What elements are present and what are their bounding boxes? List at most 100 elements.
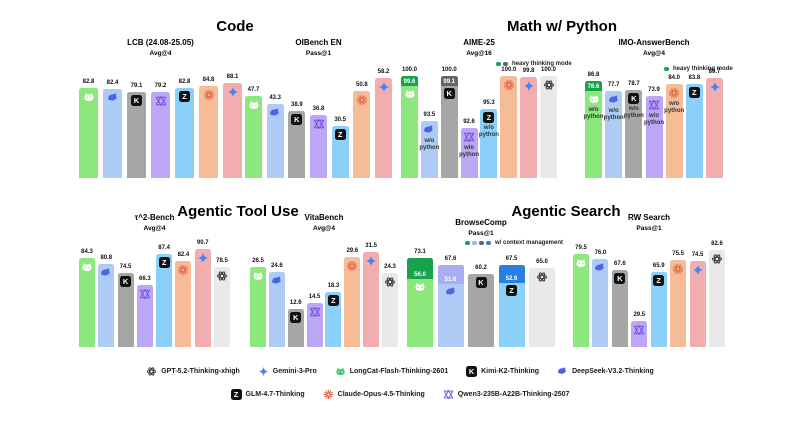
bar-gpt xyxy=(382,273,398,347)
bar-cap-glm: 52.6 xyxy=(498,265,525,283)
bar-glm: Z xyxy=(650,272,667,347)
qwen-knot-icon xyxy=(648,100,660,110)
bar-gpt xyxy=(214,267,230,347)
bar-gemini xyxy=(520,77,538,178)
bar-note: w/o python xyxy=(644,113,664,126)
bar-value-label: 79.5 xyxy=(575,245,587,251)
legend-label-claude: Claude-Opus-4.5-Thinking xyxy=(337,391,425,398)
bar-note: w/o python xyxy=(478,125,499,138)
bar-value-label: 100.0 xyxy=(441,67,457,73)
deepseek-whale-icon xyxy=(271,276,281,284)
bar-value-label: 87.4 xyxy=(158,245,170,251)
claude-starburst-icon xyxy=(346,260,358,272)
bar-value-label: 36.8 xyxy=(312,106,325,112)
deepseek-whale-icon xyxy=(101,268,110,276)
legend-label-qwen: Qwen3-235B-A22B-Thinking-2507 xyxy=(457,391,570,398)
panel-subtitle-rw-search: Pass@1 xyxy=(636,225,662,232)
bar-qwen xyxy=(306,303,323,347)
bar-longcat: 99.6 xyxy=(401,76,418,178)
openai-flower-icon xyxy=(384,277,396,287)
bar-longcat xyxy=(250,267,266,347)
kimi-k-badge-icon: K xyxy=(475,277,487,288)
bar-claude xyxy=(344,257,361,347)
annotation-browsecomp: w/ context management xyxy=(465,240,563,246)
bar-kimi: K xyxy=(611,270,628,347)
section-title-agentic-tool-use: Agentic Tool Use xyxy=(177,203,299,220)
legend-item-qwen: Qwen3-235B-A22B-Thinking-2507 xyxy=(443,389,570,400)
bar-qwen: w/o python xyxy=(644,96,664,178)
bar-qwen xyxy=(631,321,648,347)
legend-label-kimi: Kimi-K2-Thinking xyxy=(481,368,540,375)
bar-glm: Z xyxy=(175,88,194,178)
bar-glm: Z xyxy=(325,292,342,347)
bar-deepseek: w/o python xyxy=(604,91,624,178)
annotation-label: w/ context management xyxy=(495,240,564,246)
bar-cap-kimi: 99.1 xyxy=(440,76,458,86)
gemini-sparkle-icon xyxy=(365,255,377,267)
bar-value-label: 66.3 xyxy=(139,276,151,282)
bar-qwen xyxy=(310,115,327,178)
bar-deepseek xyxy=(266,104,284,178)
glm-z-badge-icon: Z xyxy=(158,257,170,268)
panel-title-vitabench: VitaBench xyxy=(304,213,344,222)
openai-flower-icon xyxy=(536,272,548,282)
panel-subtitle-oibench-en: Pass@1 xyxy=(305,50,332,57)
bar-glm: Z xyxy=(685,84,703,178)
panel-title-tau2-bench: τ^2-Bench xyxy=(134,213,175,222)
kimi-k-badge-icon: K xyxy=(131,95,142,106)
bar-cap-longcat: 56.0 xyxy=(407,258,433,279)
kimi-k-badge-icon: K xyxy=(120,276,132,287)
bar-gemini xyxy=(706,78,723,178)
annotation-dot-deepseek xyxy=(472,240,477,246)
panel-title-lcb: LCB (24.08-25.05) xyxy=(127,38,194,47)
bar-value-label: 73.1 xyxy=(414,249,426,255)
gemini-sparkle-icon xyxy=(523,80,534,92)
annotation-label: heavy thinking mode xyxy=(512,61,572,67)
bar-gemini xyxy=(363,252,380,347)
glm-z-badge-icon: Z xyxy=(179,91,190,102)
bar-value-label: 78.7 xyxy=(627,81,640,87)
panel-title-browsecomp: BrowseComp xyxy=(455,218,507,227)
bar-gpt xyxy=(529,268,555,347)
bar-value-label: 82.4 xyxy=(106,80,119,86)
bar-kimi: K xyxy=(288,111,306,178)
kimi-k-badge-icon: K xyxy=(291,114,303,125)
bar-value-label: 100.0 xyxy=(401,67,417,73)
claude-starburst-icon xyxy=(356,94,368,106)
bar-note: w/o python xyxy=(459,145,480,158)
bar-value-label: 92.6 xyxy=(463,119,475,125)
bar-kimi: K xyxy=(468,274,494,347)
bar-value-label: 24.3 xyxy=(384,264,396,270)
panel-subtitle-vitabench: Avg@4 xyxy=(313,225,335,232)
bar-value-label: 12.6 xyxy=(289,300,302,306)
deepseek-whale-icon xyxy=(558,367,566,374)
legend-item-kimi: K Kimi-K2-Thinking xyxy=(466,366,539,377)
bar-value-label: 24.6 xyxy=(271,263,283,269)
qwen-knot-icon xyxy=(139,289,151,299)
longcat-cat-icon xyxy=(576,259,586,267)
openai-flower-icon xyxy=(711,254,723,264)
bar-value-label: 86.8 xyxy=(587,72,600,78)
kimi-k-badge-icon: K xyxy=(466,366,478,377)
qwen-knot-icon xyxy=(313,119,324,129)
gemini-sparkle-icon xyxy=(197,252,208,264)
glm-z-badge-icon: Z xyxy=(327,295,339,306)
bar-value-label: 93.5 xyxy=(423,112,436,118)
bar-longcat xyxy=(79,258,95,347)
bar-cap-value-label: 99.6 xyxy=(403,79,416,85)
openai-flower-icon xyxy=(147,367,157,376)
bar-longcat xyxy=(573,254,589,347)
bar-value-label: 95.3 xyxy=(483,100,495,106)
bar-longcat: 78.6 w/o python xyxy=(584,81,604,178)
glm-z-badge-icon: Z xyxy=(483,112,495,123)
panel-subtitle-imo-answerbench: Avg@4 xyxy=(643,50,665,57)
legend-item-longcat: LongCat-Flash-Thinking-2601 xyxy=(335,366,448,377)
longcat-cat-icon xyxy=(84,93,93,101)
bar-value-label: 78.5 xyxy=(216,258,228,264)
bar-value-label: 89.7 xyxy=(708,69,721,75)
longcat-cat-icon xyxy=(249,101,258,109)
bar-note: w/o python xyxy=(623,106,644,119)
annotation-dot-longcat xyxy=(496,61,501,67)
annotation-dot-longcat xyxy=(465,240,470,246)
